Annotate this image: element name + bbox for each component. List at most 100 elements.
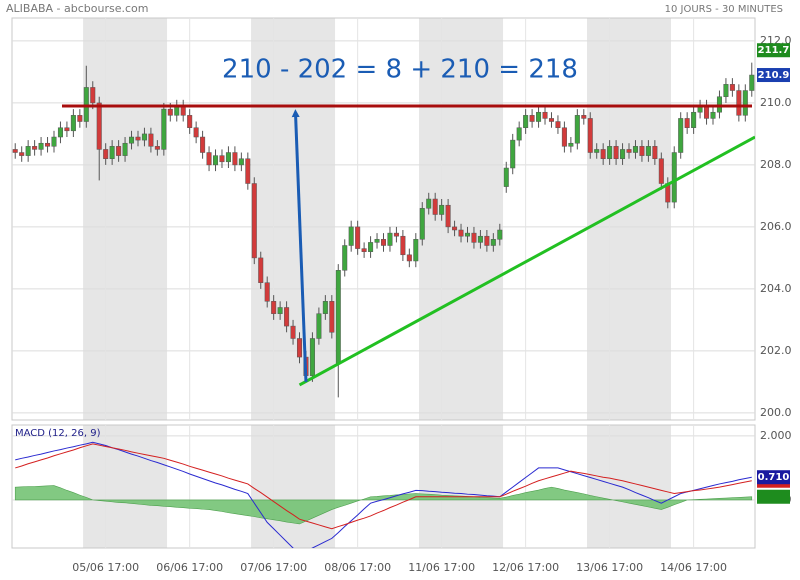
arrow xyxy=(291,109,308,382)
x-tick-label: 07/06 17:00 xyxy=(240,561,307,574)
candle-body xyxy=(594,149,600,153)
candle-body xyxy=(193,127,199,138)
candle-body xyxy=(742,90,748,116)
candle-body xyxy=(109,146,115,159)
candle-body xyxy=(516,127,522,141)
candle-body xyxy=(600,149,606,159)
candle-body xyxy=(626,149,632,153)
candle-body xyxy=(536,111,542,122)
candle-body xyxy=(83,87,89,122)
candle-body xyxy=(523,115,529,128)
candle-body xyxy=(387,232,393,246)
candle-body xyxy=(671,152,677,203)
candle-body xyxy=(406,254,412,262)
candle-body xyxy=(368,242,374,252)
candle-body xyxy=(464,232,471,237)
x-tick-label: 06/06 17:00 xyxy=(156,561,223,574)
candle-body xyxy=(309,338,315,376)
candle-body xyxy=(342,245,348,271)
candle-body xyxy=(503,167,509,187)
y-tick-label: 210.0 xyxy=(760,96,792,109)
header-period: 10 JOURS - 30 MINUTES xyxy=(665,4,783,15)
candle-body xyxy=(620,149,626,159)
candle-body xyxy=(322,301,328,314)
candle-body xyxy=(329,301,335,333)
candle-body xyxy=(393,232,399,237)
candle-body xyxy=(632,146,638,153)
y-tick-label: 202.0 xyxy=(760,344,792,357)
candle-body xyxy=(458,229,464,237)
candle-body xyxy=(90,87,96,104)
candle-body xyxy=(290,325,296,339)
day-band xyxy=(251,18,336,420)
candle-body xyxy=(497,229,503,240)
candle-body xyxy=(658,158,664,184)
candle-body xyxy=(471,232,477,243)
candle-body xyxy=(25,146,31,156)
candle-body xyxy=(200,136,206,153)
candle-body xyxy=(316,313,322,339)
candle-body xyxy=(77,115,83,122)
x-tick-label: 11/06 17:00 xyxy=(408,561,475,574)
x-tick-label: 13/06 17:00 xyxy=(576,561,643,574)
candle-body xyxy=(419,208,425,240)
day-band xyxy=(83,18,168,420)
macd-histogram xyxy=(14,485,753,525)
candle-body xyxy=(32,146,38,150)
header-title: ALIBABA - abcbourse.com xyxy=(6,2,148,15)
candle-body xyxy=(652,146,658,159)
candle-body xyxy=(51,136,57,147)
candle-body xyxy=(161,108,167,150)
candle-body xyxy=(70,115,76,132)
candle-body xyxy=(187,115,193,128)
candle-body xyxy=(716,96,722,113)
candle-body xyxy=(723,84,729,97)
candle-body xyxy=(684,118,690,128)
candle-body xyxy=(258,257,264,283)
candle-body xyxy=(19,152,25,156)
candle-body xyxy=(374,239,380,243)
candle-body xyxy=(400,235,406,256)
x-tick-label: 08/06 17:00 xyxy=(324,561,391,574)
candle-body xyxy=(284,307,290,327)
candle-body xyxy=(749,74,755,91)
macd-box xyxy=(757,489,790,504)
candle-body xyxy=(645,146,651,156)
y-tick-label: 206.0 xyxy=(760,220,792,233)
annotation: 210 - 202 = 8 + 210 = 218 xyxy=(222,55,578,85)
price-box-label: 211.7 xyxy=(758,45,790,56)
candle-body xyxy=(639,146,645,156)
candle-body xyxy=(561,127,567,147)
day-band xyxy=(587,425,672,548)
candle-body xyxy=(122,142,128,156)
y-tick-label: 2.000 xyxy=(760,429,792,442)
candle-body xyxy=(413,239,419,262)
candle-body xyxy=(232,152,238,166)
candle-body xyxy=(607,146,613,159)
candle-body xyxy=(484,235,490,246)
candle-body xyxy=(148,133,154,147)
candle-body xyxy=(432,198,438,215)
candle-body xyxy=(103,149,109,159)
candle-body xyxy=(64,127,70,132)
price-box-label: 210.9 xyxy=(758,70,790,81)
candle-body xyxy=(296,338,303,358)
candle-body xyxy=(380,239,387,246)
candle-body xyxy=(704,105,710,119)
candle-body xyxy=(135,136,141,141)
candle-body xyxy=(45,142,51,147)
labels: 200.0202.0204.0206.0208.0210.0212.00.000… xyxy=(72,34,791,574)
candle-body xyxy=(245,158,251,184)
candle-body xyxy=(225,152,231,163)
candle-body xyxy=(490,239,496,246)
y-tick-label: 200.0 xyxy=(760,406,792,419)
candle-body xyxy=(445,204,451,228)
candle-body xyxy=(548,118,554,122)
macd-line xyxy=(15,443,752,530)
candle-body xyxy=(335,270,341,364)
day-band xyxy=(419,18,504,420)
day-band xyxy=(83,425,168,548)
candle-body xyxy=(116,146,122,156)
trend-line xyxy=(298,135,755,387)
candle-body xyxy=(542,111,548,119)
